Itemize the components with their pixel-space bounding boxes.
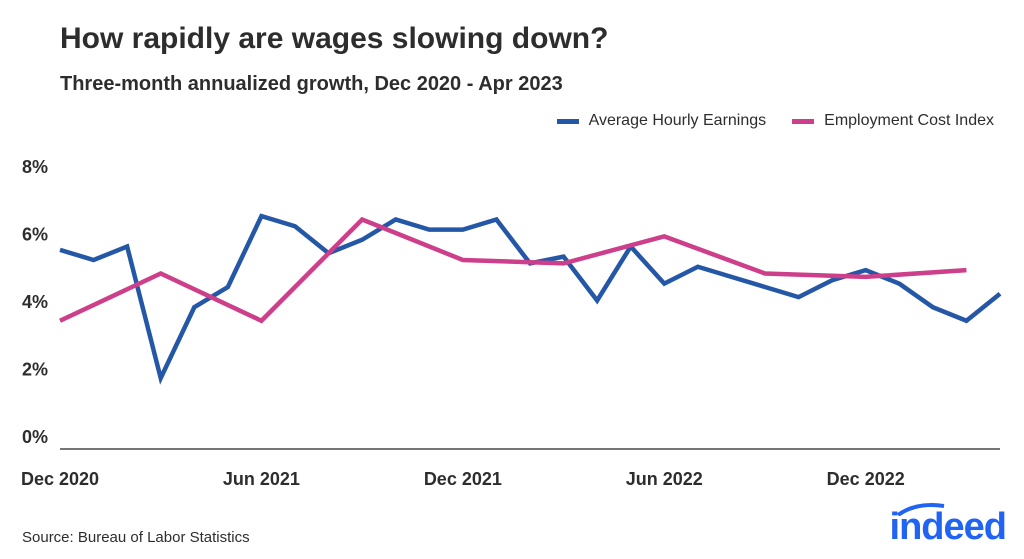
x-tick-label: Dec 2020 — [21, 469, 99, 489]
legend-item-ahe: Average Hourly Earnings — [556, 112, 767, 130]
x-tick-label: Jun 2021 — [223, 469, 300, 489]
y-tick-label: 2% — [22, 360, 48, 380]
y-tick-label: 8% — [22, 157, 48, 177]
legend-swatch-ahe — [556, 118, 579, 124]
chart-title: How rapidly are wages slowing down? — [60, 22, 609, 55]
source-note: Source: Bureau of Labor Statistics — [22, 529, 250, 546]
legend-swatch-eci — [792, 118, 815, 124]
y-tick-label: 4% — [22, 292, 48, 312]
legend-label-ahe: Average Hourly Earnings — [588, 112, 767, 129]
series-line-ahe — [59, 213, 1002, 385]
indeed-logo: indeed — [890, 503, 1007, 549]
y-tick-label: 6% — [22, 225, 48, 245]
series-line-eci — [59, 216, 967, 324]
x-tick-label: Dec 2022 — [827, 469, 905, 489]
legend: Average Hourly Earnings Employment Cost … — [556, 112, 994, 130]
x-tick-label: Jun 2022 — [626, 469, 703, 489]
legend-item-eci: Employment Cost Index — [792, 112, 994, 130]
chart-subtitle: Three-month annualized growth, Dec 2020 … — [60, 73, 563, 95]
y-tick-label: 0% — [22, 427, 48, 447]
legend-label-eci: Employment Cost Index — [824, 112, 994, 129]
logo-arc-icon — [896, 503, 944, 516]
x-tick-label: Dec 2021 — [424, 469, 502, 489]
